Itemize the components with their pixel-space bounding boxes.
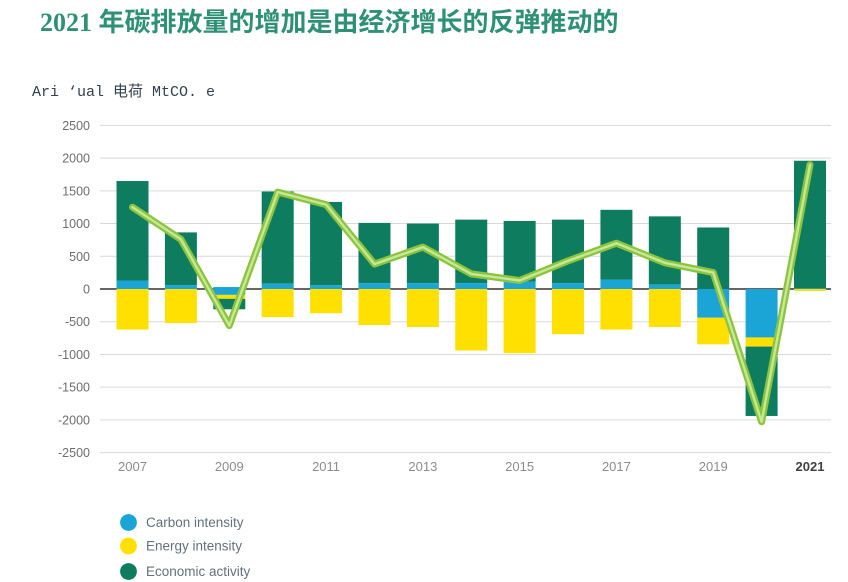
- svg-text:2009: 2009: [215, 459, 244, 474]
- svg-text:-2000: -2000: [58, 413, 90, 427]
- svg-text:2019: 2019: [699, 459, 728, 474]
- svg-text:-500: -500: [65, 315, 90, 329]
- svg-text:0: 0: [83, 283, 90, 297]
- svg-text:-2500: -2500: [58, 446, 90, 460]
- svg-text:2011: 2011: [312, 459, 340, 474]
- svg-text:2013: 2013: [408, 459, 437, 474]
- svg-text:2000: 2000: [62, 152, 90, 166]
- svg-text:1000: 1000: [62, 217, 90, 231]
- svg-text:2015: 2015: [505, 459, 534, 474]
- svg-text:-1000: -1000: [58, 348, 90, 362]
- svg-text:2500: 2500: [62, 119, 90, 133]
- svg-text:Energy intensity: Energy intensity: [146, 539, 242, 554]
- svg-text:2021: 2021: [796, 459, 825, 474]
- svg-text:2017: 2017: [602, 459, 631, 474]
- svg-text:1500: 1500: [62, 184, 90, 198]
- svg-text:Economic activity: Economic activity: [146, 564, 251, 579]
- svg-text:500: 500: [69, 250, 90, 264]
- svg-text:-1500: -1500: [58, 381, 90, 395]
- svg-text:Carbon intensity: Carbon intensity: [146, 515, 244, 530]
- svg-text:2007: 2007: [118, 459, 147, 474]
